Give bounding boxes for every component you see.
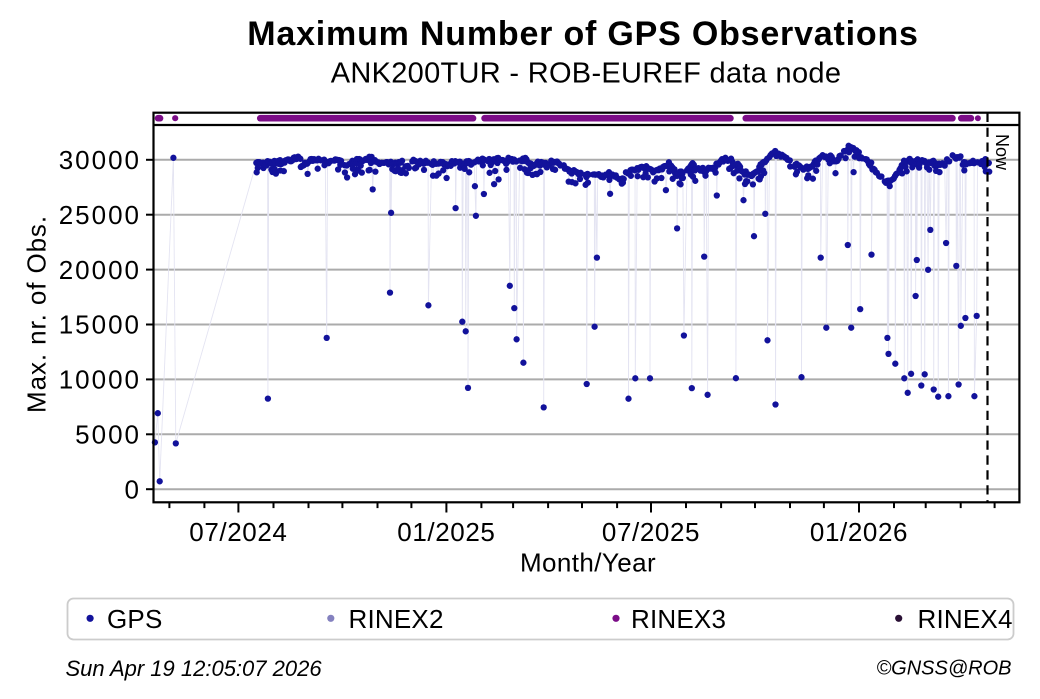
svg-text:RINEX3: RINEX3 [631, 604, 726, 634]
svg-text:0: 0 [125, 474, 141, 504]
svg-text:Sun Apr 19 12:05:07 2026: Sun Apr 19 12:05:07 2026 [66, 656, 323, 681]
svg-text:Now: Now [992, 134, 1012, 171]
svg-text:ANK200TUR - ROB-EUREF data nod: ANK200TUR - ROB-EUREF data node [331, 58, 842, 90]
svg-text:Max. nr. of Obs.: Max. nr. of Obs. [22, 215, 52, 413]
svg-text:Maximum Number of GPS Observat: Maximum Number of GPS Observations [247, 15, 918, 53]
svg-text:07/2025: 07/2025 [602, 517, 700, 547]
svg-text:RINEX4: RINEX4 [918, 604, 1013, 634]
svg-text:5000: 5000 [75, 420, 141, 450]
svg-text:RINEX2: RINEX2 [349, 604, 444, 634]
svg-text:30000: 30000 [59, 145, 141, 175]
svg-text:GPS: GPS [107, 604, 163, 634]
svg-text:10000: 10000 [59, 365, 141, 395]
svg-text:20000: 20000 [59, 255, 141, 285]
svg-text:25000: 25000 [59, 200, 141, 230]
svg-text:07/2024: 07/2024 [189, 517, 287, 547]
svg-text:©GNSS@ROB: ©GNSS@ROB [876, 658, 1011, 680]
svg-text:01/2025: 01/2025 [397, 517, 495, 547]
svg-text:01/2026: 01/2026 [810, 517, 908, 547]
svg-text:Month/Year: Month/Year [520, 548, 656, 578]
svg-text:15000: 15000 [59, 310, 141, 340]
